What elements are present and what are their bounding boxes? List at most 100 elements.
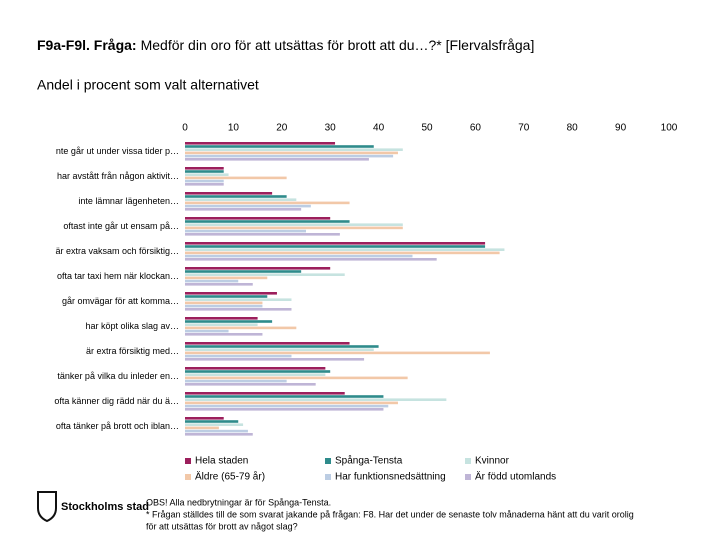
bar: [185, 395, 384, 398]
y-tick-label: har avstått från någon aktivit…: [57, 171, 179, 181]
x-tick-label: 90: [615, 123, 627, 134]
y-tick-label: har köpt olika slag av…: [85, 321, 179, 331]
bar: [185, 417, 224, 420]
legend-label: Hela staden: [195, 456, 248, 467]
legend-swatch: [185, 474, 191, 480]
legend-label: Äldre (65-79 år): [195, 471, 265, 483]
bar: [185, 379, 287, 383]
bar: [185, 320, 273, 323]
bar: [185, 423, 244, 426]
bar: [185, 304, 263, 308]
y-tick-label: tänker på vilka du inleder en…: [57, 371, 179, 381]
bar: [185, 354, 292, 358]
bar: [185, 158, 369, 161]
bar: [185, 173, 229, 176]
x-tick-label: 70: [518, 123, 530, 134]
bar: [185, 267, 331, 270]
y-tick-label: oftast inte går ut ensam på…: [63, 221, 179, 231]
bar: [185, 273, 345, 276]
bar: [185, 401, 398, 405]
logo-text: Stockholms stad: [61, 501, 149, 513]
bar: [185, 170, 224, 173]
bar: [185, 392, 345, 395]
bar: [185, 333, 263, 336]
bar: [185, 179, 224, 183]
bar: [185, 223, 403, 226]
bar: [185, 276, 268, 280]
bar: [185, 373, 326, 376]
bar: [185, 426, 219, 430]
bar: [185, 283, 253, 286]
bar: [185, 404, 389, 408]
chart-title: F9a-F9l. Fråga: Medför din oro för att ut…: [37, 37, 534, 53]
note: för att utsättas för brott av något slag…: [146, 521, 298, 531]
title-label: F9a-F9l. Fråga:: [37, 37, 137, 53]
y-tick-label: är extra försiktig med…: [86, 346, 179, 356]
legend-label: Har funktionsnedsättning: [335, 472, 446, 483]
bar: [185, 220, 350, 223]
bar: [185, 229, 306, 233]
bar: [185, 329, 229, 333]
legend-swatch: [185, 458, 191, 464]
bar: [185, 148, 403, 151]
bar: [185, 226, 403, 230]
bar: [185, 326, 297, 330]
bar: [185, 183, 224, 186]
bar: [185, 398, 447, 401]
bar: [185, 301, 263, 305]
bar: [185, 345, 379, 348]
bar: [185, 248, 505, 251]
bar: [185, 342, 350, 345]
bar: [185, 351, 490, 355]
x-tick-label: 100: [661, 123, 678, 134]
bar: [185, 151, 398, 155]
x-tick-label: 30: [325, 123, 337, 134]
title-text: Medför din oro för att utsättas för brot…: [141, 37, 535, 53]
bar: [185, 195, 287, 198]
bar: [185, 154, 394, 158]
bar: [185, 142, 336, 145]
legend-swatch: [325, 458, 331, 464]
x-tick-label: 10: [228, 123, 240, 134]
legend-swatch: [465, 458, 471, 464]
bar: [185, 145, 374, 148]
note: OBS! Alla nedbrytningar är för Spånga-Te…: [146, 497, 331, 507]
bar: [185, 358, 365, 361]
note: * Frågan ställdes till de som svarat jak…: [146, 509, 634, 519]
bar: [185, 298, 292, 301]
bar: [185, 370, 331, 373]
x-tick-label: 60: [470, 123, 482, 134]
logo: Stockholms stad: [37, 491, 149, 523]
bar: [185, 258, 437, 261]
bar: [185, 201, 350, 205]
bar: [185, 383, 316, 386]
y-tick-label: inte lämnar lägenheten…: [78, 196, 179, 206]
chart-subtitle: Andel i procent som valt alternativet: [37, 77, 259, 93]
x-tick-label: 0: [182, 123, 188, 134]
x-tick-label: 50: [421, 123, 433, 134]
bar: [185, 429, 248, 433]
bar: [185, 251, 500, 255]
legend-label: Kvinnor: [475, 456, 510, 467]
bar: [185, 233, 340, 236]
bar: [185, 270, 302, 273]
legend-label: Spånga-Tensta: [335, 455, 403, 467]
bar: [185, 242, 486, 245]
y-tick-label: ofta tar taxi hem när klockan…: [57, 271, 179, 281]
bar: [185, 208, 302, 211]
logo-shield: [37, 491, 57, 523]
legend-swatch: [325, 474, 331, 480]
y-tick-label: nte går ut under vissa tider p…: [56, 146, 179, 156]
bar: [185, 367, 326, 370]
bar: [185, 176, 287, 180]
bar: [185, 376, 408, 380]
bar: [185, 245, 486, 248]
bar: [185, 167, 224, 170]
y-tick-label: ofta känner dig rädd när du ä…: [54, 396, 179, 406]
bar: [185, 204, 311, 208]
legend-swatch: [465, 474, 471, 480]
x-tick-label: 20: [276, 123, 288, 134]
bar: [185, 317, 258, 320]
x-tick-label: 80: [567, 123, 579, 134]
